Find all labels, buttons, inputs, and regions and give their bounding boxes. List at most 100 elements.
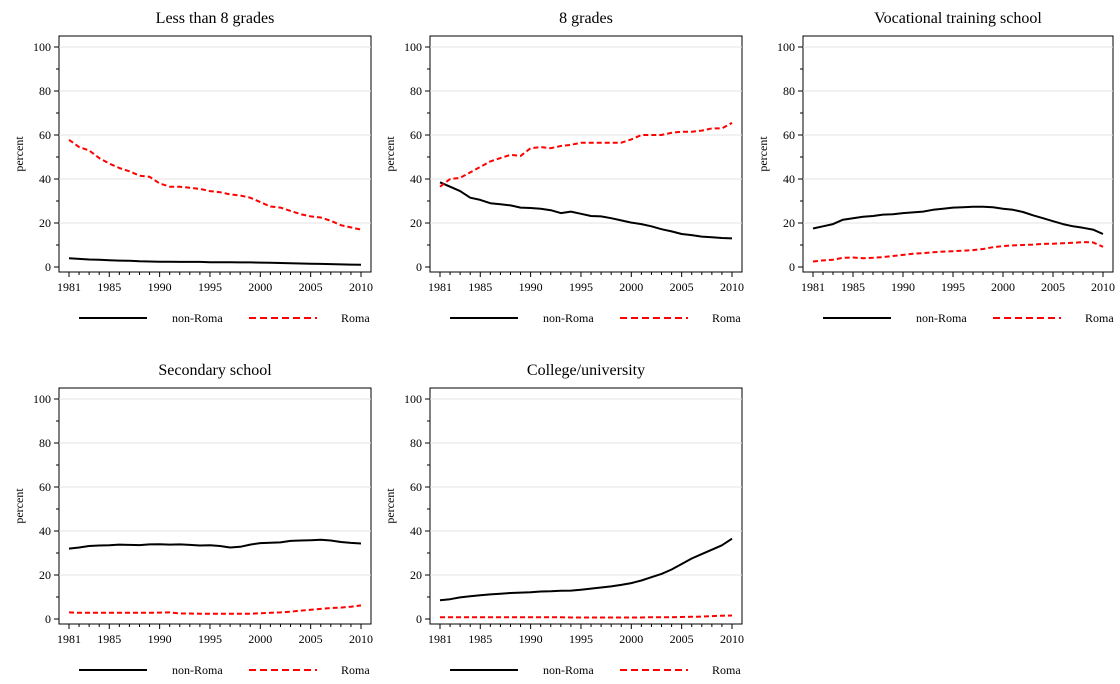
x-tick-label: 1981 — [57, 280, 81, 294]
y-tick-label: 60 — [410, 480, 422, 494]
chart-panel-2: 0 20 40 60 80 100 1981 1985 1990 1995 2000 2005 2010… — [383, 10, 744, 325]
x-tick-label: 1985 — [468, 632, 492, 646]
y-axis-label: percent — [383, 136, 397, 172]
x-tick-label: 1990 — [519, 280, 543, 294]
x-tick-label: 1990 — [891, 280, 915, 294]
x-tick-label: 2005 — [1041, 280, 1065, 294]
x-tick-label: 2005 — [670, 280, 694, 294]
x-tick-label: 2005 — [670, 632, 694, 646]
x-tick-label: 1981 — [428, 280, 452, 294]
plot-frame — [802, 35, 1114, 273]
series-line-non-roma — [68, 538, 362, 550]
legend-label-non-roma: non-Roma — [172, 311, 223, 325]
plot-frame — [58, 35, 372, 273]
x-tick-label: 1990 — [519, 632, 543, 646]
x-tick-label: 1981 — [801, 280, 825, 294]
y-tick-label: 100 — [404, 40, 422, 54]
series-line-non-roma — [68, 257, 362, 266]
x-tick-label: 1985 — [841, 280, 865, 294]
series-line-roma — [68, 138, 362, 231]
x-tick-label: 2000 — [619, 632, 643, 646]
y-tick-label: 20 — [783, 216, 795, 230]
y-tick-label: 40 — [410, 524, 422, 538]
chart-title: Secondary school — [158, 362, 272, 379]
y-tick-label: 100 — [33, 40, 51, 54]
plot-frame — [58, 387, 372, 625]
x-tick-label: 2000 — [248, 280, 272, 294]
y-tick-label: 40 — [410, 172, 422, 186]
x-tick-label: 2010 — [720, 632, 744, 646]
series-line-roma — [812, 241, 1104, 263]
y-tick-label: 80 — [783, 84, 795, 98]
legend-label-non-roma: non-Roma — [543, 311, 594, 325]
x-tick-label: 2000 — [619, 280, 643, 294]
y-tick-label: 60 — [39, 128, 51, 142]
x-tick-label: 1995 — [569, 280, 593, 294]
y-tick-label: 20 — [410, 568, 422, 582]
plot-frame — [429, 387, 743, 625]
x-tick-label: 2010 — [349, 280, 373, 294]
x-tick-label: 2010 — [349, 632, 373, 646]
y-tick-label: 60 — [783, 128, 795, 142]
y-tick-label: 80 — [410, 84, 422, 98]
x-tick-label: 1985 — [97, 280, 121, 294]
x-tick-label: 1990 — [148, 280, 172, 294]
x-tick-label: 2010 — [1091, 280, 1115, 294]
x-tick-label: 1981 — [428, 632, 452, 646]
y-tick-label: 0 — [789, 260, 795, 274]
y-tick-label: 20 — [39, 216, 51, 230]
chart-title: College/university — [527, 362, 645, 379]
y-tick-label: 40 — [783, 172, 795, 186]
x-tick-label: 1990 — [148, 632, 172, 646]
x-tick-label: 1995 — [198, 280, 222, 294]
x-tick-label: 2005 — [299, 280, 323, 294]
y-tick-label: 40 — [39, 524, 51, 538]
chart-panel-3: 0 20 40 60 80 100 1981 1985 1990 1995 2000 2005 2010… — [756, 10, 1115, 325]
legend-label-roma: Roma — [341, 663, 370, 677]
x-tick-label: 2000 — [991, 280, 1015, 294]
series-line-non-roma — [439, 537, 733, 602]
y-tick-label: 20 — [39, 568, 51, 582]
plot-frame — [429, 35, 743, 273]
x-tick-label: 1985 — [468, 280, 492, 294]
legend-label-roma: Roma — [712, 311, 741, 325]
x-tick-label: 2005 — [299, 632, 323, 646]
y-tick-label: 80 — [410, 436, 422, 450]
y-tick-label: 80 — [39, 436, 51, 450]
x-tick-label: 1995 — [941, 280, 965, 294]
y-tick-label: 40 — [39, 172, 51, 186]
y-tick-label: 80 — [39, 84, 51, 98]
series-line-roma — [439, 122, 733, 188]
legend-label-non-roma: non-Roma — [172, 663, 223, 677]
y-tick-label: 0 — [45, 260, 51, 274]
y-tick-label: 0 — [45, 612, 51, 626]
x-tick-label: 1995 — [569, 632, 593, 646]
y-tick-label: 100 — [33, 392, 51, 406]
chart-title: 8 grades — [559, 10, 613, 27]
chart-title: Less than 8 grades — [156, 10, 275, 27]
y-tick-label: 20 — [410, 216, 422, 230]
y-tick-label: 60 — [39, 480, 51, 494]
chart-panel-4: 0 20 40 60 80 100 1981 1985 1990 1995 2000 2005 2010… — [12, 362, 373, 677]
series-line-roma — [440, 614, 733, 619]
legend-label-non-roma: non-Roma — [916, 311, 967, 325]
series-line-non-roma — [812, 205, 1104, 235]
legend-label-non-roma: non-Roma — [543, 663, 594, 677]
y-axis-label: percent — [383, 488, 397, 524]
y-tick-label: 60 — [410, 128, 422, 142]
y-tick-label: 0 — [416, 612, 422, 626]
series-line-roma — [68, 604, 362, 615]
x-tick-label: 1981 — [57, 632, 81, 646]
x-tick-label: 2010 — [720, 280, 744, 294]
legend-label-roma: Roma — [1085, 311, 1114, 325]
y-axis-label: percent — [756, 136, 770, 172]
chart-title: Vocational training school — [874, 10, 1042, 27]
y-tick-label: 100 — [777, 40, 795, 54]
y-axis-label: percent — [12, 488, 26, 524]
series-line-non-roma — [439, 181, 733, 240]
legend-label-roma: Roma — [712, 663, 741, 677]
chart-panel-1: 0 20 40 60 80 100 1981 1985 1990 1995 2000 2005 2010… — [12, 10, 373, 325]
y-tick-label: 100 — [404, 392, 422, 406]
x-tick-label: 1995 — [198, 632, 222, 646]
